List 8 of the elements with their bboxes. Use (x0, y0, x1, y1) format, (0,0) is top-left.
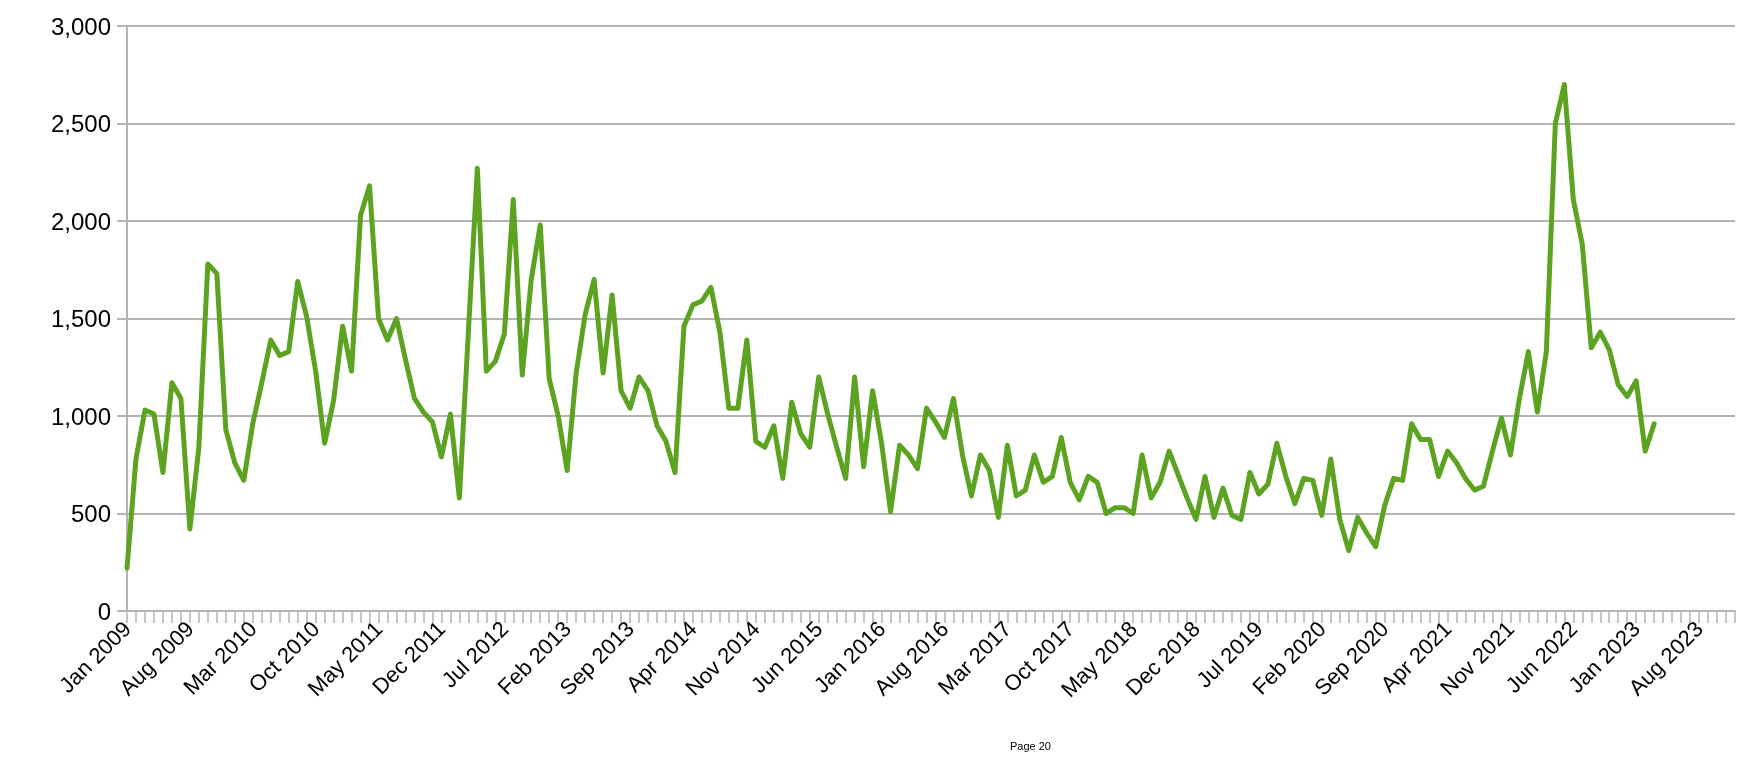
y-tick-label: 500 (70, 500, 111, 527)
y-tick-label: 3,000 (50, 12, 111, 40)
y-tick-label: 1,000 (50, 402, 111, 430)
y-tick-label: 2,500 (50, 110, 111, 137)
y-tick-label: 2,000 (50, 207, 111, 235)
y-tick-label: 1,500 (50, 305, 111, 332)
y-tick-label: 0 (97, 597, 111, 625)
text: Page 20 (1010, 739, 1051, 752)
